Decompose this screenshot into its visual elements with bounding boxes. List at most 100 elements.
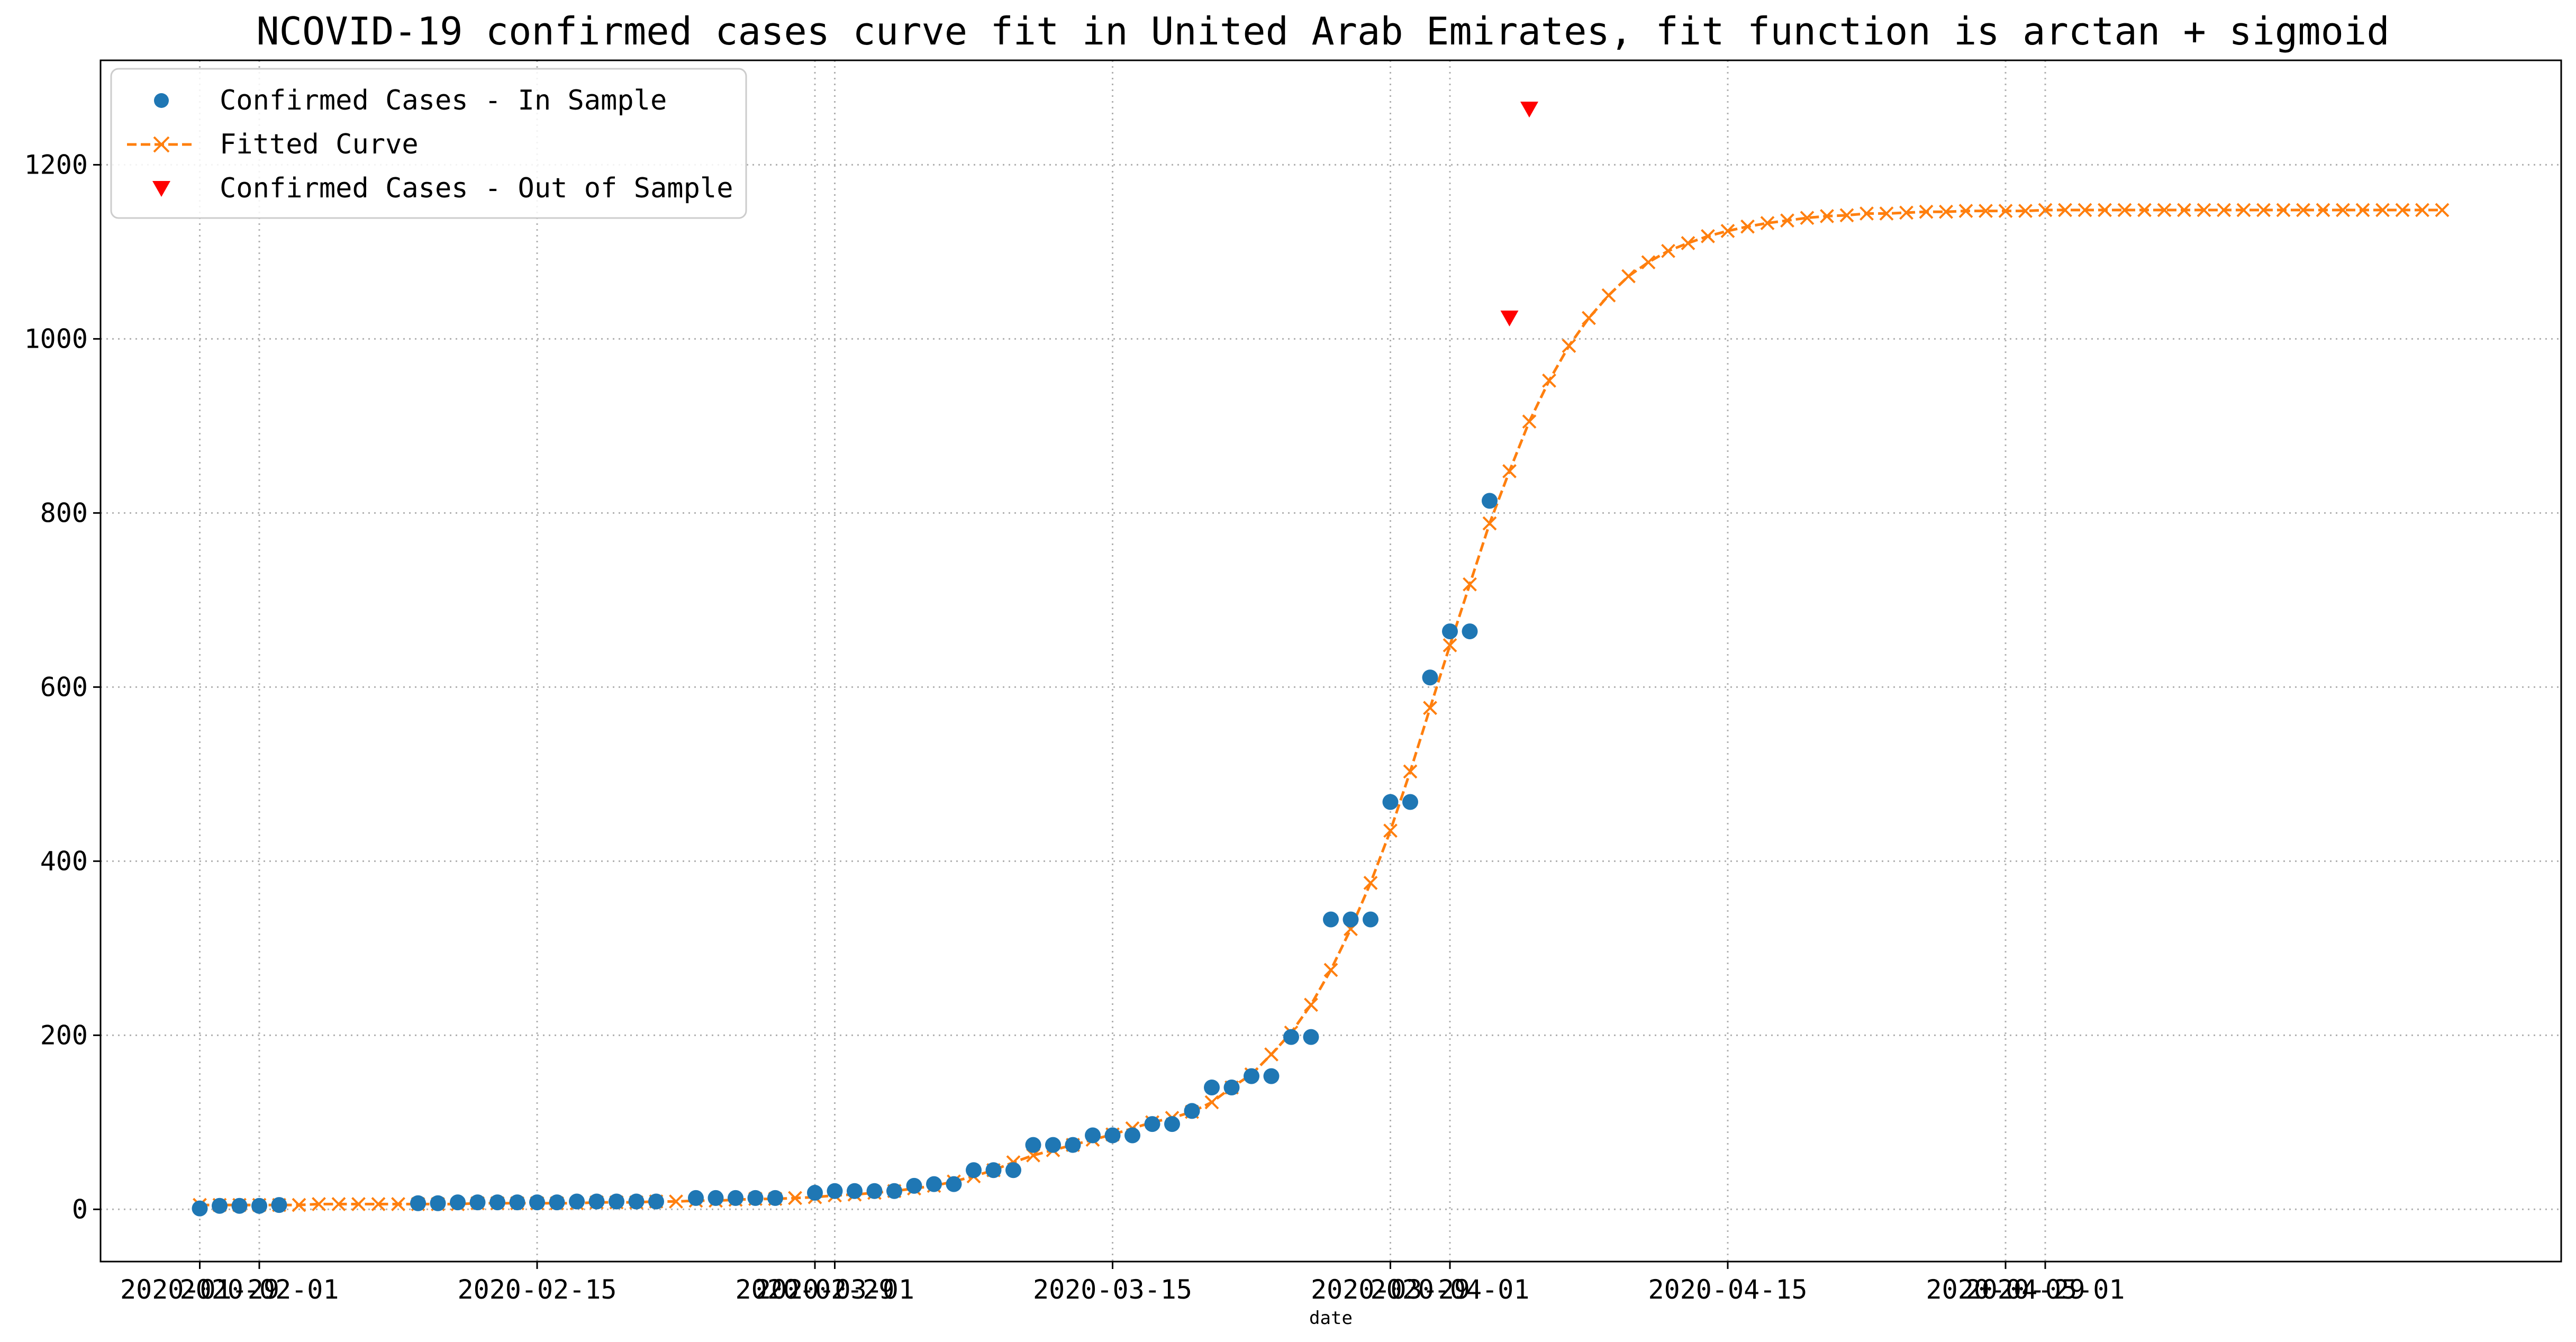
fitted-curve-point	[2395, 203, 2410, 217]
fitted-curve-point	[1522, 414, 1537, 429]
legend-marker-out-of-sample	[152, 181, 170, 197]
fitted-curve-point	[1998, 204, 2013, 218]
fitted-curve-point	[2276, 203, 2291, 217]
in-sample-point	[807, 1185, 823, 1201]
in-sample-point	[1124, 1127, 1140, 1144]
in-sample-series	[192, 493, 1498, 1217]
fitted-curve-point	[1204, 1095, 1219, 1110]
fitted-curve-point	[1403, 764, 1418, 779]
x-tick-label: 2020-02-29	[735, 1274, 894, 1305]
fitted-curve-point	[1582, 311, 1596, 325]
fitted-curve-point	[1879, 206, 1894, 221]
fitted-curve-point	[1681, 236, 1695, 250]
fitted-curve-point	[331, 1197, 346, 1211]
y-tick-label: 200	[40, 1020, 88, 1050]
fitted-curve-point	[2336, 203, 2350, 217]
fitted-curve-point	[2018, 204, 2033, 218]
fitted-curve-point	[1939, 204, 1953, 219]
fitted-curve-point	[1780, 213, 1794, 228]
in-sample-point	[827, 1183, 843, 1199]
fitted-curve-point	[2236, 203, 2251, 217]
in-sample-point	[1204, 1080, 1220, 1096]
in-sample-point	[1144, 1116, 1160, 1132]
legend-item-in-sample: Confirmed Cases - In Sample	[154, 85, 667, 116]
legend-label-in-sample: Confirmed Cases - In Sample	[220, 85, 667, 116]
in-sample-point	[430, 1195, 446, 1211]
fitted-curve-point	[1621, 269, 1636, 284]
in-sample-point	[728, 1190, 743, 1206]
y-tick-label: 1200	[24, 149, 88, 180]
fitted-curve-point	[2217, 203, 2231, 217]
in-sample-point	[886, 1183, 902, 1199]
in-sample-point	[489, 1194, 505, 1211]
in-sample-point	[1025, 1137, 1041, 1153]
in-sample-point	[271, 1197, 287, 1213]
in-sample-point	[1184, 1103, 1200, 1119]
in-sample-point	[1005, 1162, 1021, 1178]
fitted-curve-point	[2316, 203, 2330, 217]
in-sample-point	[946, 1176, 962, 1192]
in-sample-point	[866, 1183, 883, 1199]
fitted-curve-point	[2197, 203, 2211, 217]
fitted-curve-point	[2256, 203, 2271, 217]
x-tick-label: 2020-01-29	[120, 1274, 279, 1305]
legend-marker-fitted	[153, 136, 170, 153]
in-sample-point	[628, 1193, 645, 1210]
in-sample-point	[588, 1193, 605, 1210]
in-sample-point	[1045, 1137, 1061, 1153]
y-tick-label: 1000	[24, 323, 88, 354]
fitted-curve-point	[669, 1194, 683, 1209]
fitted-curve-point	[1443, 638, 1457, 652]
series	[192, 102, 2450, 1217]
legend-item-out-of-sample: Confirmed Cases - Out of Sample	[152, 173, 733, 204]
in-sample-point	[926, 1176, 942, 1192]
legend: Confirmed Cases - In Sample Fitted Curve…	[110, 68, 747, 219]
in-sample-point	[231, 1198, 248, 1214]
x-tick-label: 2020-03-29	[1311, 1274, 1470, 1305]
in-sample-point	[648, 1193, 664, 1210]
x-tick-label: 2020-04-29	[1926, 1274, 2085, 1305]
in-sample-point	[1482, 493, 1498, 509]
in-sample-point	[1065, 1137, 1081, 1153]
fitted-curve-point	[1562, 339, 1576, 353]
fitted-curve-point	[1760, 216, 1775, 231]
in-sample-point	[708, 1190, 724, 1206]
in-sample-point	[192, 1200, 208, 1217]
fitted-curve-point	[1800, 211, 1815, 225]
in-sample-point	[1402, 794, 1418, 810]
in-sample-point	[549, 1194, 565, 1211]
fitted-curve-point	[1860, 206, 1874, 221]
x-tick-label: 2020-04-15	[1648, 1274, 1807, 1305]
in-sample-point	[1283, 1029, 1299, 1045]
in-sample-point	[767, 1190, 783, 1206]
fitted-curve-point	[2137, 203, 2152, 217]
in-sample-point	[906, 1177, 922, 1194]
in-sample-point	[1422, 669, 1438, 686]
fitted-curve-point	[1720, 223, 1735, 238]
fitted-curve-point	[1363, 876, 1378, 890]
fitted-curve-point	[2078, 203, 2092, 217]
fitted-curve-point	[2098, 203, 2112, 217]
fitted-curve-point	[788, 1191, 802, 1205]
fitted-curve-point	[1661, 243, 1675, 258]
fitted-curve-series	[193, 203, 2450, 1212]
fitted-curve-point	[1641, 255, 1656, 270]
fitted-curve-point	[1323, 963, 1338, 977]
fitted-curve-point	[1463, 577, 1477, 592]
in-sample-point	[688, 1190, 704, 1206]
in-sample-point	[1462, 623, 1478, 640]
in-sample-point	[410, 1195, 426, 1211]
in-sample-point	[966, 1162, 982, 1178]
in-sample-point	[985, 1162, 1002, 1178]
fitted-curve-point	[312, 1197, 326, 1211]
fitted-curve-point	[1958, 204, 1973, 218]
x-tick-label: 2020-04-01	[1370, 1274, 1529, 1305]
in-sample-point	[747, 1190, 764, 1206]
fitted-curve-point	[391, 1197, 405, 1211]
in-sample-point	[1323, 911, 1339, 928]
x-tick-label: 2020-02-01	[179, 1274, 339, 1305]
in-sample-point	[212, 1198, 228, 1214]
legend-marker-in-sample	[154, 93, 169, 108]
